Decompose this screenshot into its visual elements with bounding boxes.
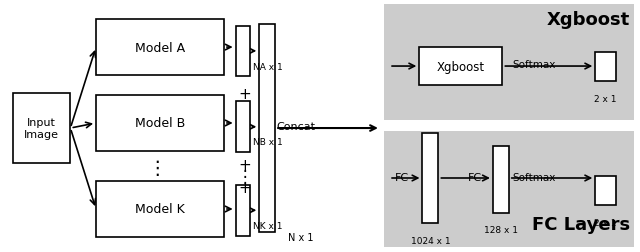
- Text: 2 x 1: 2 x 1: [594, 94, 617, 104]
- Text: 1024 x 1: 1024 x 1: [411, 236, 450, 245]
- Bar: [13, 93, 70, 164]
- Bar: [384, 131, 634, 247]
- Bar: [493, 146, 509, 213]
- Bar: [422, 134, 438, 223]
- Text: Xgboost: Xgboost: [547, 11, 630, 29]
- Text: Softmax: Softmax: [512, 173, 556, 183]
- Text: +: +: [238, 87, 251, 102]
- Text: ⋮: ⋮: [236, 167, 253, 185]
- Bar: [384, 5, 634, 121]
- Bar: [595, 176, 616, 205]
- Text: Xgboost: Xgboost: [436, 60, 485, 73]
- Text: Model K: Model K: [135, 203, 185, 216]
- Text: +: +: [238, 180, 251, 195]
- Bar: [236, 185, 250, 236]
- Text: FC Layers: FC Layers: [532, 215, 630, 233]
- Text: Input
Image: Input Image: [24, 118, 59, 139]
- Bar: [419, 48, 502, 86]
- Bar: [595, 53, 616, 82]
- Bar: [236, 102, 250, 152]
- Text: 128 x 1: 128 x 1: [484, 226, 518, 235]
- Text: NK x 1: NK x 1: [253, 221, 282, 230]
- Text: Model A: Model A: [135, 41, 185, 54]
- Bar: [236, 26, 250, 77]
- Text: Softmax: Softmax: [512, 59, 556, 69]
- Text: ⋮: ⋮: [147, 158, 166, 177]
- Text: Concat: Concat: [276, 121, 316, 131]
- Text: +: +: [238, 158, 251, 173]
- Text: NB x 1: NB x 1: [253, 138, 282, 147]
- Text: Model B: Model B: [135, 117, 185, 130]
- Bar: [96, 20, 224, 76]
- Text: N x 1: N x 1: [288, 232, 314, 242]
- Bar: [96, 96, 224, 151]
- Bar: [259, 25, 275, 232]
- Text: 2 x 1: 2 x 1: [594, 218, 617, 227]
- Text: FC: FC: [395, 173, 409, 183]
- Text: NA x 1: NA x 1: [253, 62, 282, 71]
- Bar: [96, 181, 224, 237]
- Text: FC: FC: [468, 173, 482, 183]
